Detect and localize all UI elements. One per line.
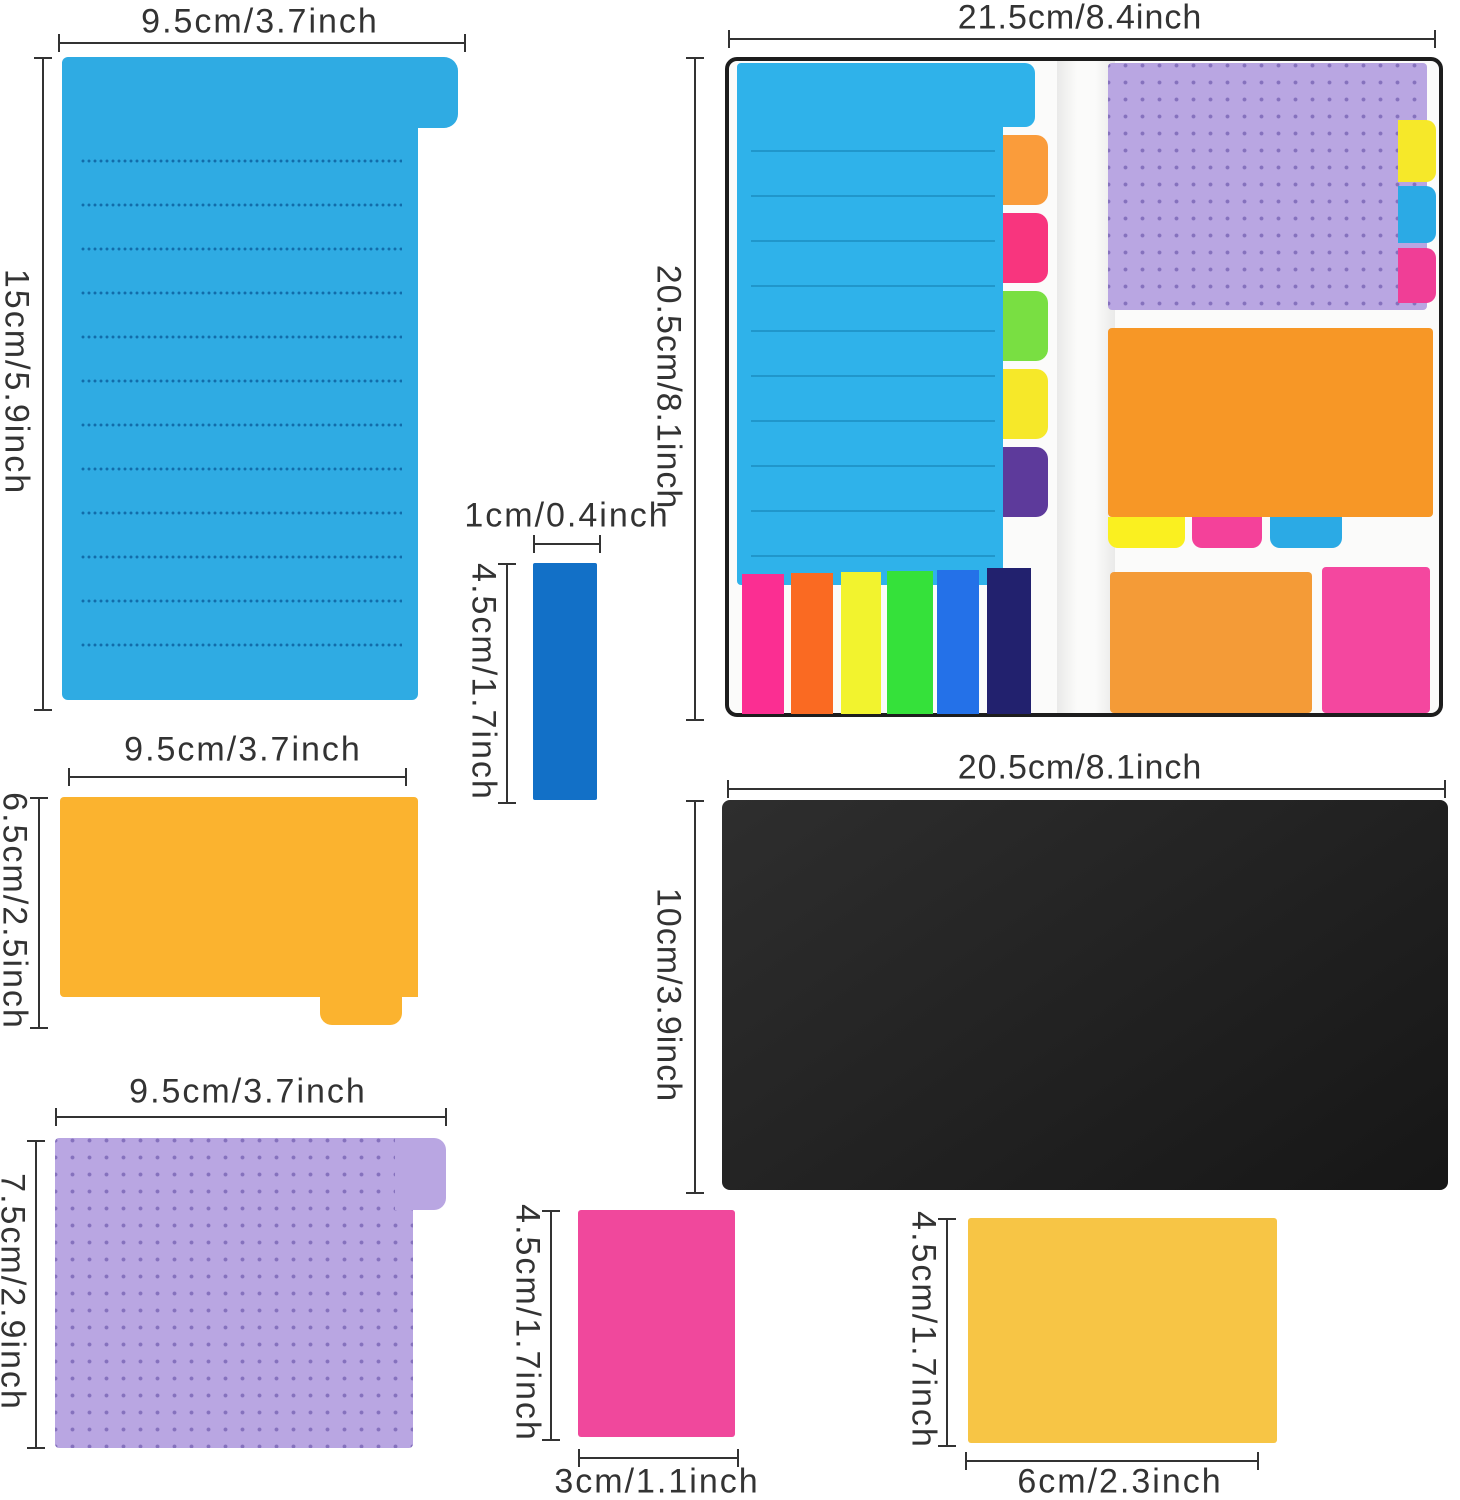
yellow-small-note: [968, 1218, 1277, 1443]
purple-note-height-measure-line: [27, 1140, 45, 1449]
pink-small-note: [578, 1210, 735, 1437]
blue-note-width-label: 9.5cm/3.7inch: [141, 2, 379, 41]
orange-note-width-label: 9.5cm/3.7inch: [124, 730, 362, 769]
notebook-pink-block-note: [1322, 567, 1430, 713]
blue-lined-note-tab: [400, 57, 458, 128]
index-flag-pink: [742, 574, 784, 714]
pink-note-height-measure-line: [542, 1210, 560, 1441]
divider-tab-purple: [1003, 447, 1048, 517]
orange-note-height-label: 6.5cm/2.5inch: [0, 792, 34, 1030]
black-cover-height-measure-line: [686, 800, 704, 1194]
pink-note-width-measure-line: [578, 1449, 739, 1467]
purple-note-tab-pink: [1398, 248, 1436, 303]
purple-note-tab-yellow: [1398, 120, 1436, 182]
purple-note-width-label: 9.5cm/3.7inch: [129, 1072, 367, 1111]
purple-note-height-label: 7.5cm/2.9inch: [0, 1173, 32, 1411]
orange-tabbed-note: [60, 797, 418, 997]
blue-note-height-measure-line: [34, 57, 52, 711]
notebook-spine: [1057, 61, 1115, 713]
index-flag-navy: [987, 568, 1031, 714]
index-flag-green: [887, 571, 933, 714]
index-flag-blue: [937, 570, 979, 714]
pink-note-width-label: 3cm/1.1inch: [554, 1462, 760, 1500]
blue-index-strip: [533, 563, 597, 800]
blue-strip-width-label: 1cm/0.4inch: [464, 496, 670, 535]
blue-note-dotted-rule-lines: [80, 139, 402, 666]
purple-dotted-note-tab: [395, 1138, 446, 1210]
notebook-width-measure-line: [728, 30, 1436, 48]
blue-lined-note: [62, 57, 418, 700]
notebook-width-label: 21.5cm/8.4inch: [957, 0, 1203, 37]
purple-note-width-measure-line: [55, 1108, 447, 1126]
yellow-note-height-label: 4.5cm/1.7inch: [904, 1211, 943, 1449]
orange-tabbed-note-tab: [320, 985, 402, 1025]
small-tab-yellow: [1108, 517, 1185, 548]
divider-tab-orange: [1003, 135, 1048, 205]
yellow-note-height-measure-line: [938, 1218, 956, 1447]
small-tab-pink: [1192, 517, 1262, 548]
orange-note-width-measure-line: [68, 768, 407, 786]
yellow-note-width-measure-line: [965, 1452, 1259, 1470]
notebook-blue-note-rule-lines: [751, 107, 995, 573]
black-notebook-cover: [722, 800, 1448, 1190]
yellow-note-width-label: 6cm/2.3inch: [1017, 1462, 1223, 1500]
purple-note-tab-blue: [1398, 186, 1436, 243]
index-flag-yellow: [841, 572, 881, 714]
notebook-orange-note: [1108, 328, 1433, 517]
blue-strip-height-label: 4.5cm/1.7inch: [464, 563, 503, 801]
notebook-orange-square-note: [1110, 572, 1312, 713]
index-flag-orange: [791, 573, 833, 714]
small-tab-blue: [1270, 517, 1342, 548]
divider-tab-green: [1003, 291, 1048, 361]
notebook-blue-note-top-tab: [1003, 63, 1035, 127]
black-cover-height-label: 10cm/3.9inch: [649, 887, 688, 1103]
divider-tab-pink: [1003, 213, 1048, 283]
blue-strip-width-measure-line: [533, 535, 601, 553]
notebook-blue-lined-note: [737, 63, 1003, 585]
blue-note-width-measure-line: [58, 34, 466, 52]
notebook-height-measure-line: [686, 57, 704, 721]
blue-note-height-label: 15cm/5.9inch: [0, 268, 36, 496]
orange-note-height-measure-line: [30, 797, 48, 1029]
black-cover-width-label: 20.5cm/8.1inch: [957, 748, 1203, 787]
pink-note-height-label: 4.5cm/1.7inch: [508, 1204, 547, 1442]
notebook-height-label: 20.5cm/8.1inch: [649, 264, 688, 510]
black-cover-width-measure-line: [727, 780, 1446, 798]
divider-tab-yellow: [1003, 369, 1048, 439]
notebook-purple-dotted-note: [1108, 63, 1427, 310]
blue-strip-height-measure-line: [498, 563, 516, 804]
purple-dotted-note: [55, 1138, 413, 1448]
